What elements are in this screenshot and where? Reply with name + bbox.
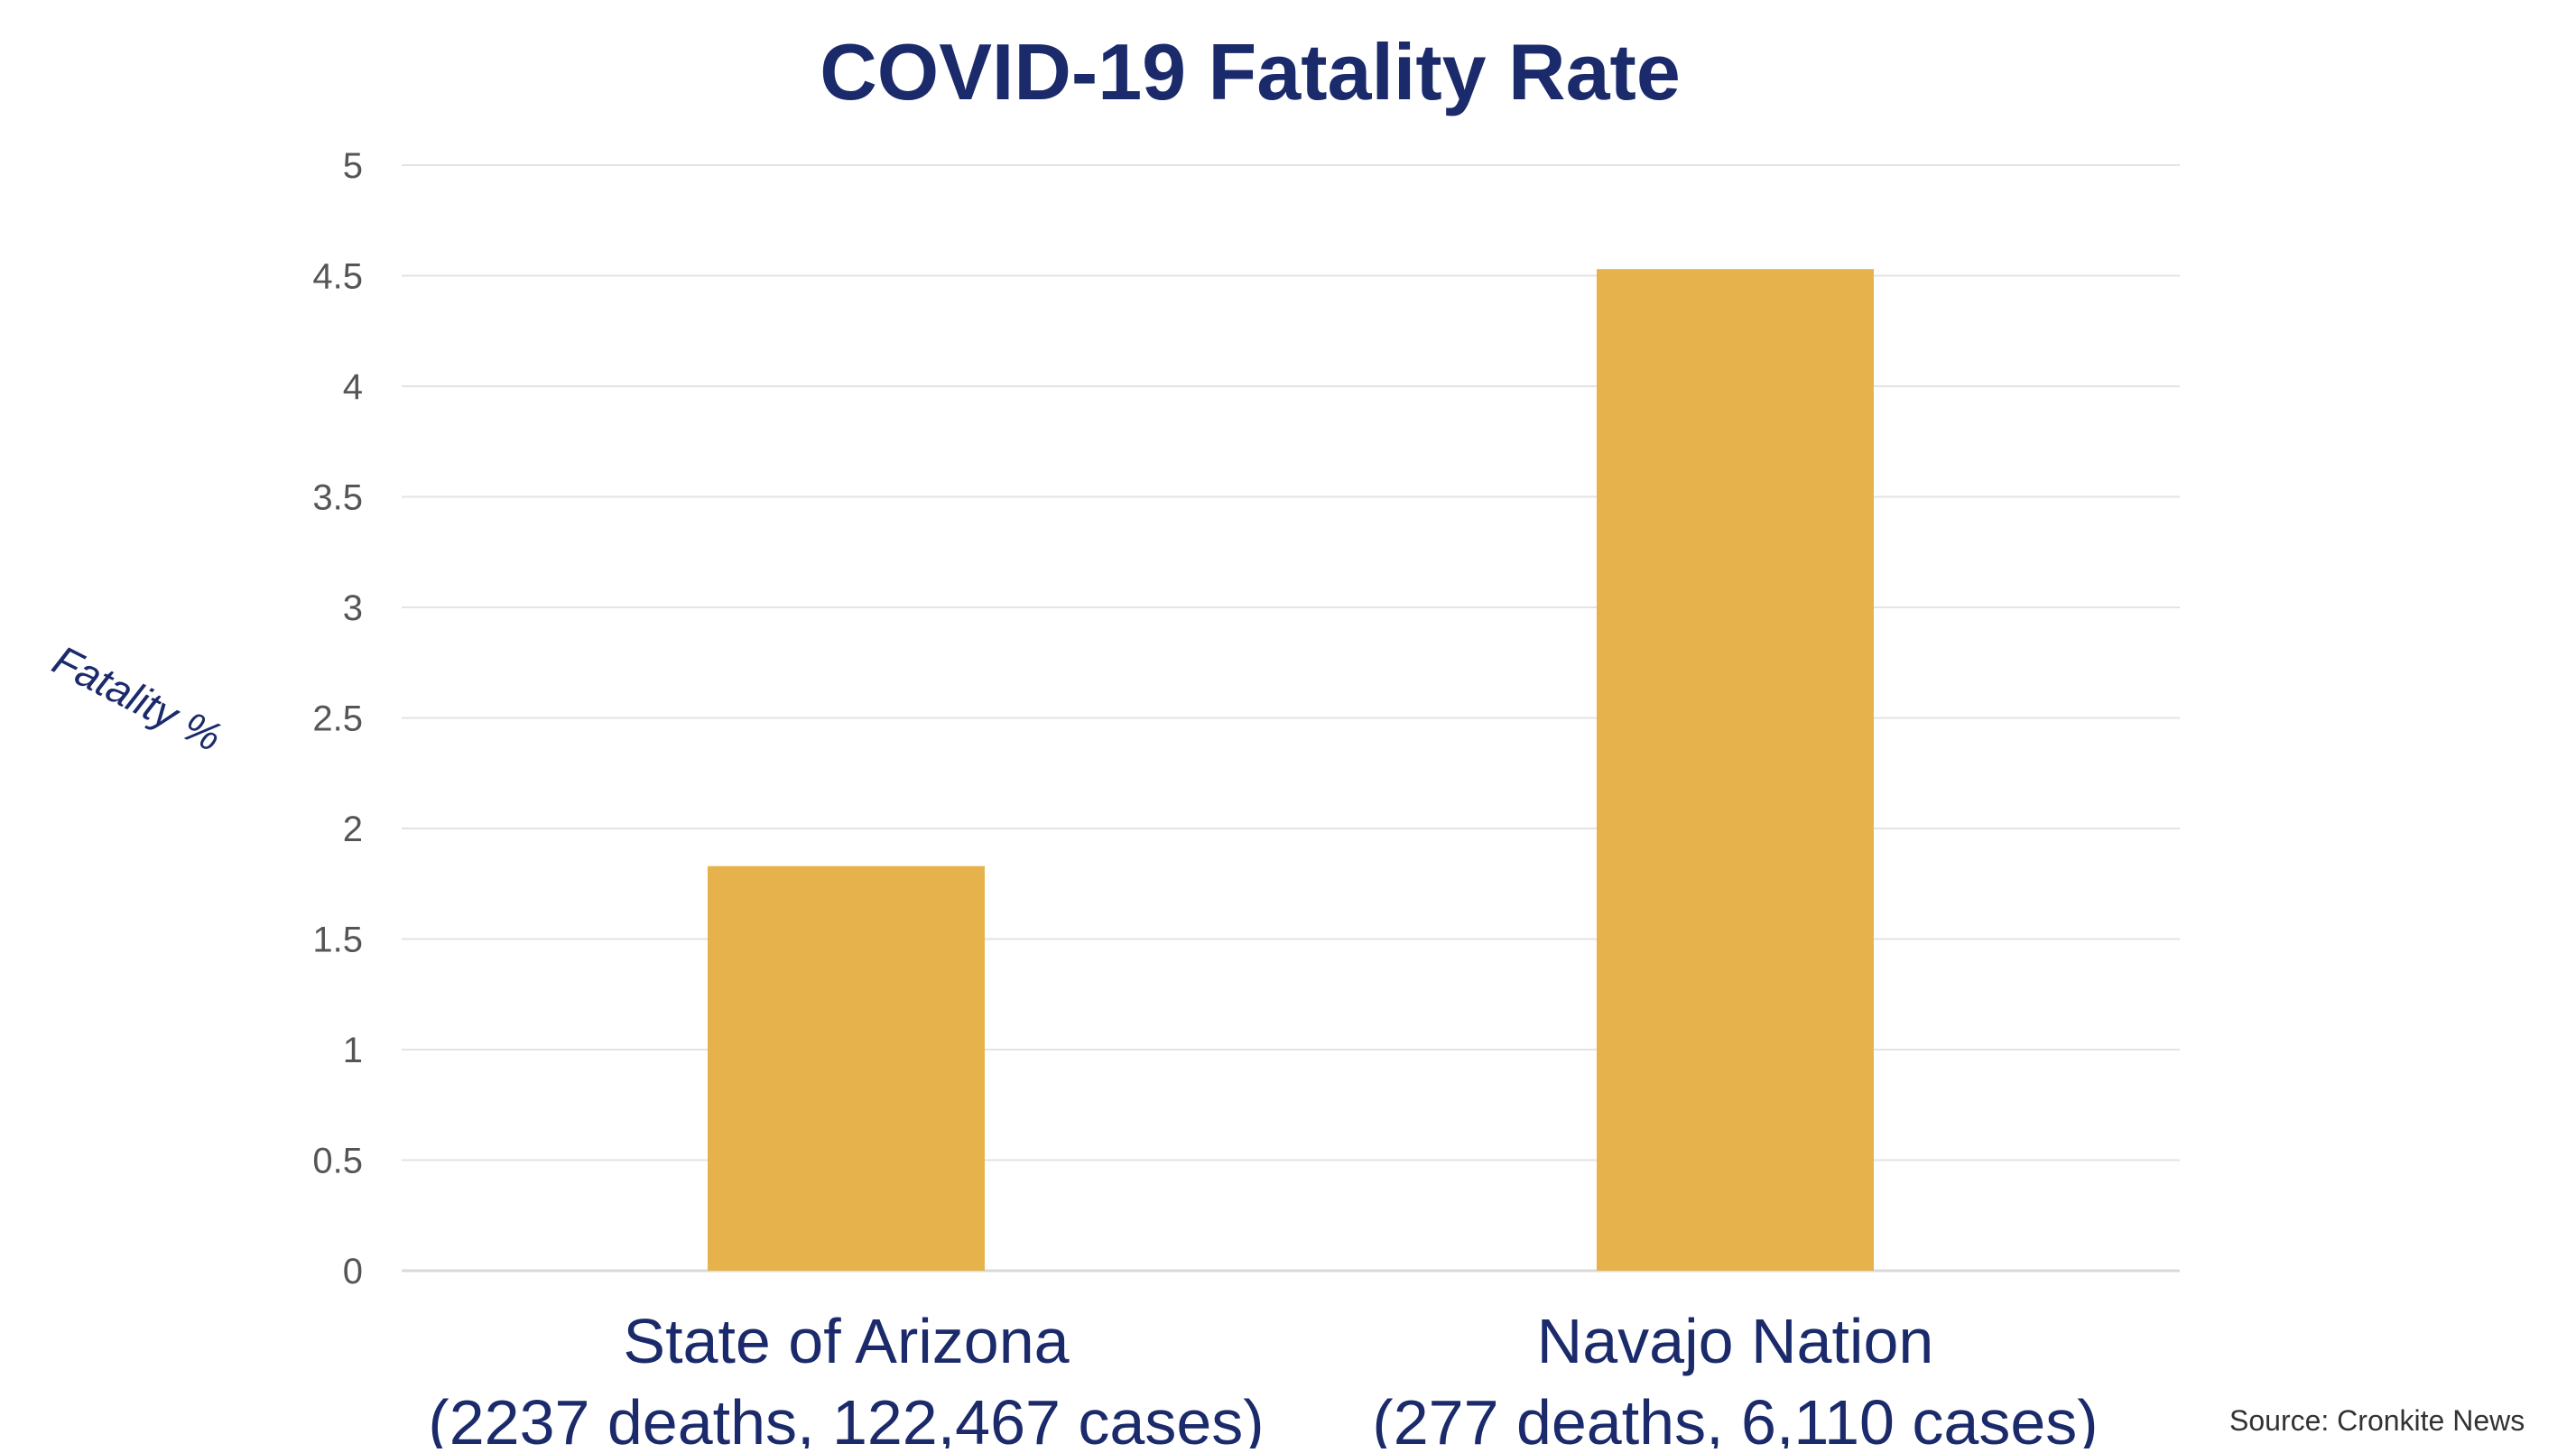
gridlines	[402, 164, 2180, 1273]
y-tick-label: 1.5	[312, 921, 363, 960]
bar	[1597, 269, 1874, 1271]
y-tick-label: 1	[343, 1031, 363, 1070]
bars	[708, 269, 1874, 1271]
y-tick-label: 2	[343, 810, 363, 849]
y-tick-label: 4.5	[312, 257, 363, 297]
y-tick-label: 4	[343, 367, 363, 407]
y-tick-label: 2.5	[312, 699, 363, 739]
x-tick-label: State of Arizona	[623, 1306, 1069, 1376]
chart-title: COVID-19 Fatality Rate	[820, 27, 1681, 116]
x-tick-label: Navajo Nation	[1537, 1306, 1934, 1376]
y-tick-label: 0.5	[312, 1142, 363, 1181]
x-tick-sublabel: (2237 deaths, 122,467 cases)	[428, 1387, 1264, 1448]
x-tick-sublabel: (277 deaths, 6,110 cases)	[1372, 1387, 2098, 1448]
y-tick-label: 3.5	[312, 478, 363, 518]
y-tick-label: 3	[343, 588, 363, 628]
source-note: Source: Cronkite News	[2229, 1404, 2525, 1437]
x-axis-labels: State of Arizona (2237 deaths, 122,467 ca…	[428, 1306, 2098, 1453]
bar	[708, 865, 985, 1271]
y-axis-ticks: 0 0.5 1 1.5 2 2.5 3 3.5 4 4.5 5	[312, 146, 363, 1291]
y-tick-label: 0	[343, 1252, 363, 1291]
y-tick-label: 5	[343, 146, 363, 186]
